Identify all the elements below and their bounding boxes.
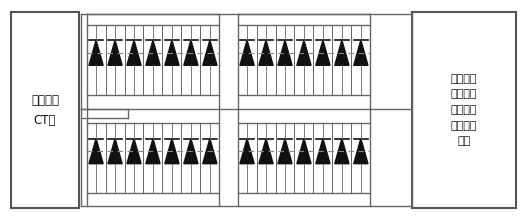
Polygon shape — [259, 40, 273, 65]
Polygon shape — [184, 40, 198, 65]
Polygon shape — [203, 139, 217, 164]
Polygon shape — [240, 40, 254, 65]
Polygon shape — [278, 40, 292, 65]
Bar — [87, 123, 219, 193]
Text: 短路电流
旁路及取
能平衡调
节电路单
元侧: 短路电流 旁路及取 能平衡调 节电路单 元侧 — [451, 74, 477, 146]
Polygon shape — [127, 139, 141, 164]
Polygon shape — [240, 139, 254, 164]
Bar — [238, 123, 370, 193]
Polygon shape — [297, 139, 311, 164]
Polygon shape — [108, 40, 122, 65]
Polygon shape — [316, 40, 330, 65]
Polygon shape — [354, 40, 368, 65]
Polygon shape — [278, 139, 292, 164]
Polygon shape — [203, 40, 217, 65]
Polygon shape — [146, 139, 160, 164]
Polygon shape — [165, 40, 179, 65]
Text: 特制取能
CT侧: 特制取能 CT侧 — [31, 94, 59, 126]
Polygon shape — [297, 40, 311, 65]
Polygon shape — [354, 139, 368, 164]
Polygon shape — [108, 139, 122, 164]
Polygon shape — [335, 40, 349, 65]
Bar — [412, 12, 516, 208]
Polygon shape — [259, 139, 273, 164]
Polygon shape — [165, 139, 179, 164]
Polygon shape — [316, 139, 330, 164]
Polygon shape — [89, 139, 103, 164]
Bar — [11, 12, 79, 208]
Polygon shape — [127, 40, 141, 65]
Polygon shape — [335, 139, 349, 164]
Polygon shape — [184, 139, 198, 164]
Polygon shape — [89, 40, 103, 65]
Polygon shape — [146, 40, 160, 65]
Bar — [238, 25, 370, 95]
Bar — [87, 25, 219, 95]
